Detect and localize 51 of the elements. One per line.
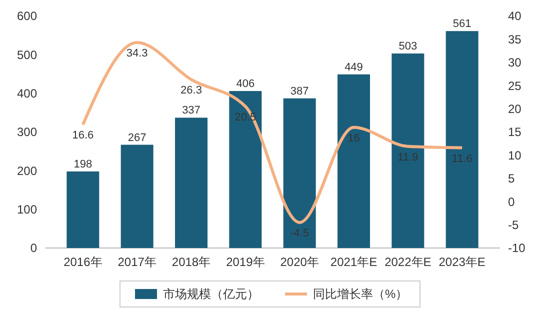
x-tick-label: 2017年 xyxy=(118,255,156,269)
data-label: 406 xyxy=(236,78,255,90)
y-tick-label: 400 xyxy=(16,86,38,101)
y-tick-label: 0 xyxy=(30,241,38,256)
y2-tick-label: 30 xyxy=(508,56,522,70)
bar xyxy=(446,31,478,248)
y2-tick-label: 5 xyxy=(508,172,515,186)
y-tick-label: 600 xyxy=(16,9,38,24)
data-label: 11.6 xyxy=(452,152,472,165)
y2-tick-label: -10 xyxy=(508,241,526,256)
bar xyxy=(120,144,154,248)
y-tick-label: 200 xyxy=(16,164,38,178)
bar xyxy=(66,171,100,248)
data-label: 26.3 xyxy=(180,84,202,97)
data-label: 16 xyxy=(348,132,360,144)
x-tick-label: 2023年E xyxy=(438,255,486,269)
bar xyxy=(283,98,316,248)
bar xyxy=(175,118,208,248)
y2-tick-label: 0 xyxy=(508,194,515,209)
y2-tick-label: 35 xyxy=(508,32,522,46)
data-label: 503 xyxy=(398,40,418,53)
y-tick-label: 500 xyxy=(16,48,38,62)
data-label: 16.6 xyxy=(72,130,94,142)
data-label: 34.3 xyxy=(126,47,148,60)
x-tick-label: 2016年 xyxy=(64,255,102,269)
legend-label: 市场规模（亿元） xyxy=(163,287,259,302)
data-label: -4.5 xyxy=(290,227,310,240)
y2-tick-label: 20 xyxy=(508,102,522,116)
y2-tick-label: 10 xyxy=(508,148,522,162)
data-label: 387 xyxy=(290,85,309,98)
data-label: 11.9 xyxy=(398,151,418,164)
bar xyxy=(392,54,424,248)
y-tick-label: 300 xyxy=(16,125,38,140)
data-label: 337 xyxy=(182,104,200,117)
data-label: 561 xyxy=(452,18,472,30)
data-label: 198 xyxy=(74,158,92,170)
x-tick-label: 2021年E xyxy=(330,255,378,269)
y2-tick-label: 15 xyxy=(508,125,522,140)
bar xyxy=(338,74,370,248)
x-tick-label: 2020年 xyxy=(280,255,319,269)
y2-tick-label: 25 xyxy=(508,78,522,93)
y-tick-label: 100 xyxy=(16,202,38,217)
x-tick-label: 2022年E xyxy=(384,255,432,269)
bar xyxy=(229,91,262,248)
data-label: 449 xyxy=(344,61,363,74)
y2-tick-label: -5 xyxy=(508,218,519,232)
y2-tick-label: 40 xyxy=(508,9,522,24)
legend-label: 同比增长率（%） xyxy=(313,287,408,302)
data-label: 267 xyxy=(128,132,146,144)
x-tick-label: 2018年 xyxy=(172,255,211,269)
x-tick-label: 2019年 xyxy=(226,255,265,269)
